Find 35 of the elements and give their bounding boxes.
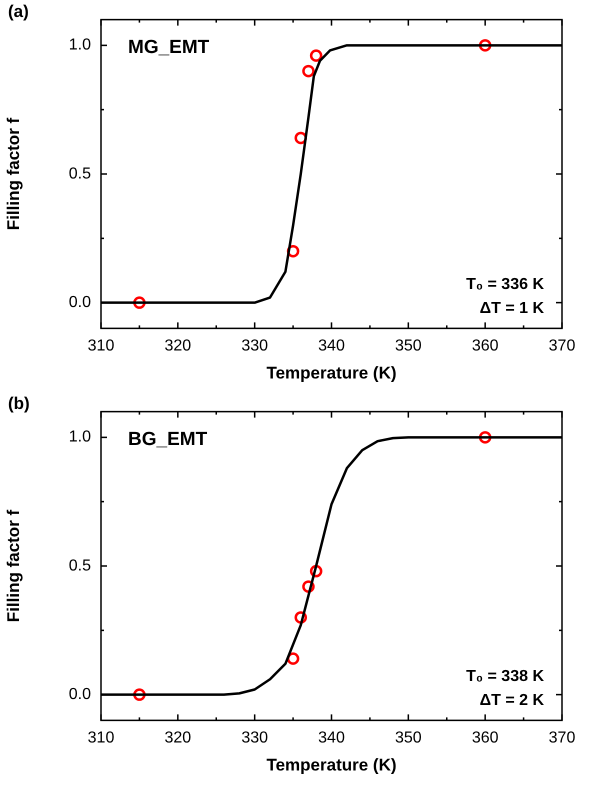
- x-tick-label: 310: [88, 729, 114, 746]
- x-tick-label: 350: [394, 337, 422, 354]
- y-tick-label: 0.0: [68, 686, 92, 704]
- x-tick-label: 330: [241, 337, 268, 354]
- x-tick-label: 340: [318, 337, 345, 354]
- y-tick-label: 0.0: [68, 294, 92, 312]
- x-tick-label: 360: [472, 337, 499, 354]
- x-tick-label: 350: [394, 729, 422, 746]
- x-tick-label: 370: [548, 729, 576, 746]
- annotation: MG_EMT: [128, 36, 210, 58]
- chart-title: (a): [8, 2, 29, 22]
- y-axis-title: Filling factor f: [4, 509, 23, 622]
- y-axis-title: Filling factor f: [4, 117, 23, 230]
- y-tick-label: 0.5: [68, 557, 92, 574]
- y-tick-label: 1.0: [68, 428, 92, 446]
- point: [310, 49, 322, 62]
- x-tick-label: 340: [318, 729, 345, 746]
- chart-title: (b): [8, 394, 30, 414]
- annotation: ΔT = 1 K: [480, 300, 544, 317]
- annotation: BG_EMT: [128, 428, 208, 450]
- annotation: ΔT = 2 K: [480, 692, 544, 709]
- x-axis-title: Temperature (K): [266, 363, 397, 382]
- annotation: T₀ = 336 K: [466, 276, 544, 293]
- x-tick-label: 370: [548, 337, 576, 354]
- y-tick-label: 0.5: [68, 165, 92, 182]
- x-tick-label: 320: [164, 729, 192, 746]
- x-axis-title: Temperature (K): [266, 755, 397, 774]
- annotation: T₀ = 338 K: [466, 668, 544, 685]
- x-tick-label: 310: [88, 337, 114, 354]
- x-tick-label: 360: [472, 729, 499, 746]
- x-tick-label: 330: [241, 729, 268, 746]
- x-tick-label: 320: [164, 337, 192, 354]
- point: [286, 652, 300, 665]
- point: [302, 64, 315, 78]
- y-tick-label: 1.0: [68, 36, 92, 54]
